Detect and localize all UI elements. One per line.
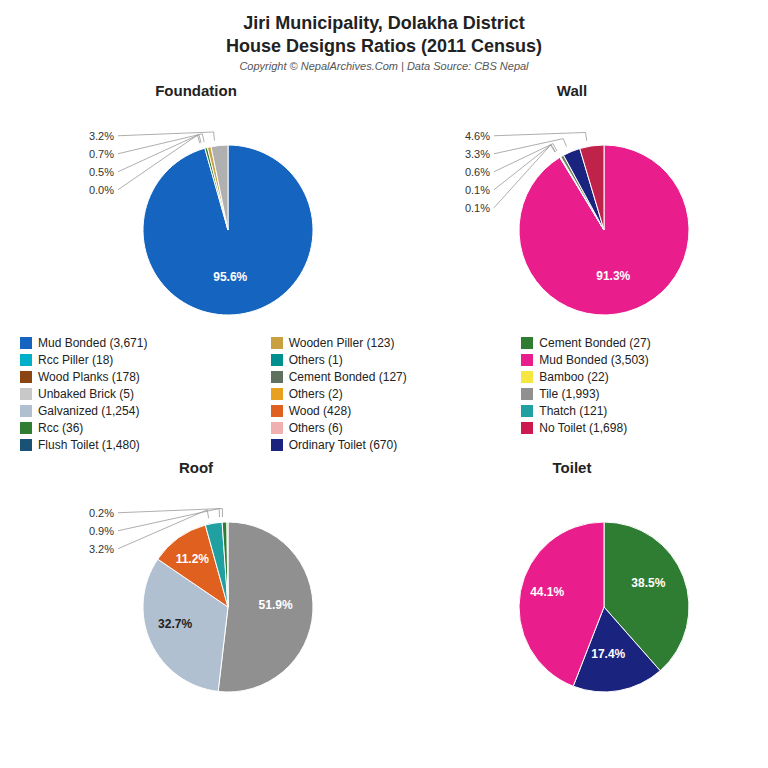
svg-text:51.9%: 51.9%: [259, 598, 293, 612]
svg-text:0.0%: 0.0%: [89, 184, 114, 196]
html-text:Flush Toilet (1,480): Flush Toilet (1,480): [38, 437, 140, 452]
html-text:Wall: Wall: [556, 82, 588, 99]
html-text:Wood (428): Wood (428): [288, 403, 352, 418]
svg-text:0.7%: 0.7%: [89, 148, 114, 160]
svg-text:0.5%: 0.5%: [89, 166, 114, 178]
html-text:Rcc Piller (18): Rcc Piller (18): [38, 352, 114, 367]
svg-text:0.1%: 0.1%: [465, 202, 490, 214]
html-text:Others (2): Others (2): [288, 386, 343, 401]
svg-text:3.3%: 3.3%: [465, 148, 490, 160]
svg-text:0.9%: 0.9%: [89, 525, 114, 537]
svg-text:3.2%: 3.2%: [89, 130, 114, 142]
html-text:Others (1): Others (1): [288, 352, 343, 367]
html-text:Bamboo (22): Bamboo (22): [539, 369, 609, 384]
svg-text:3.2%: 3.2%: [89, 543, 114, 555]
html-text:Mud Bonded (3,671): Mud Bonded (3,671): [38, 335, 148, 350]
svg-text:38.5%: 38.5%: [631, 576, 665, 590]
html-text:Thatch (121): Thatch (121): [539, 403, 608, 418]
html-text:No Toilet (1,698): No Toilet (1,698): [539, 420, 628, 435]
html-text:Others (6): Others (6): [288, 420, 343, 435]
html-text:Mud Bonded (3,503): Mud Bonded (3,503): [539, 352, 649, 367]
html-text:Wood Planks (178): Wood Planks (178): [38, 369, 140, 384]
html-text:Ordinary Toilet (670): Ordinary Toilet (670): [288, 437, 398, 452]
html-text:Unbaked Brick (5): Unbaked Brick (5): [38, 386, 134, 401]
svg-text:4.6%: 4.6%: [465, 130, 490, 142]
html-text:Cement Bonded (127): Cement Bonded (127): [288, 369, 407, 384]
html-text:Tile (1,993): Tile (1,993): [539, 386, 600, 401]
svg-text:44.1%: 44.1%: [530, 585, 564, 599]
html-text:Roof: Roof: [178, 459, 214, 476]
svg-text:32.7%: 32.7%: [158, 617, 192, 631]
svg-text:0.2%: 0.2%: [89, 507, 114, 519]
svg-text:0.6%: 0.6%: [465, 166, 490, 178]
svg-text:11.2%: 11.2%: [176, 552, 210, 566]
svg-text:91.3%: 91.3%: [596, 269, 630, 283]
svg-text:95.6%: 95.6%: [213, 270, 247, 284]
html-text:Wooden Piller (123): Wooden Piller (123): [288, 335, 395, 350]
html-text:Foundation: Foundation: [155, 82, 237, 99]
html-text:Toilet: Toilet: [552, 459, 592, 476]
svg-text:17.4%: 17.4%: [591, 647, 625, 661]
svg-text:0.1%: 0.1%: [465, 184, 490, 196]
html-text:Cement Bonded (27): Cement Bonded (27): [539, 335, 651, 350]
html-text:Rcc (36): Rcc (36): [38, 420, 84, 435]
html-text:Copyright © NepalArchives.Com: Copyright © NepalArchives.Com | Data Sou…: [239, 60, 529, 72]
html-text:House Designs Ratios (2011 Cen: House Designs Ratios (2011 Census): [225, 36, 542, 56]
html-text:Jiri Municipality, Dolakha Dis: Jiri Municipality, Dolakha District: [243, 13, 525, 33]
html-text:Galvanized (1,254): Galvanized (1,254): [38, 403, 140, 418]
